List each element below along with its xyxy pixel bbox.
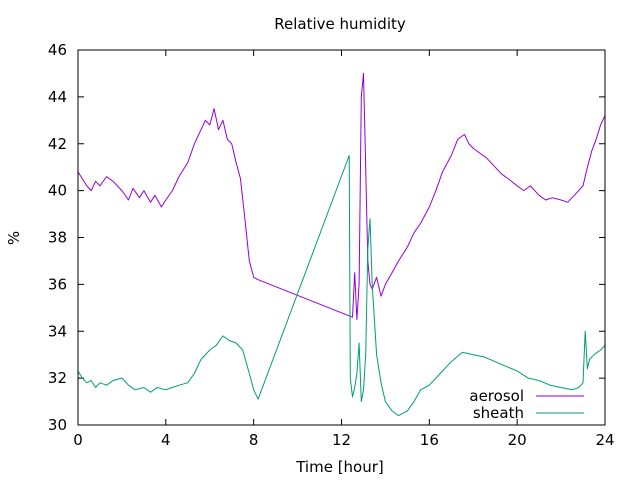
y-tick-label: 38 [48, 229, 67, 247]
x-tick-label: 16 [420, 431, 439, 449]
legend-label-aerosol: aerosol [469, 387, 524, 405]
tick-group: 0 4 8 12 16 20 24 30 32 34 36 38 40 42 44 46 [48, 41, 615, 449]
x-tick-label: 0 [73, 431, 83, 449]
x-tick-label: 20 [508, 431, 527, 449]
series-group [77, 72, 606, 417]
series-line-aerosol [77, 72, 606, 320]
y-tick-label: 42 [48, 135, 67, 153]
x-tick-label: 24 [595, 431, 614, 449]
y-tick-label: 32 [48, 369, 67, 387]
legend-label-sheath: sheath [473, 404, 524, 422]
y-tick-label: 40 [48, 182, 67, 200]
y-tick-label: 30 [48, 416, 67, 434]
x-tick-label: 8 [249, 431, 259, 449]
chart-title: Relative humidity [274, 15, 406, 33]
y-tick-label: 36 [48, 275, 67, 293]
y-tick-label: 34 [48, 322, 67, 340]
x-axis-label: Time [hour] [295, 458, 384, 476]
series-line-sheath [77, 155, 606, 417]
y-tick-label: 44 [48, 88, 67, 106]
x-tick-label: 4 [161, 431, 171, 449]
y-tick-label: 46 [48, 41, 67, 59]
x-tick-label: 12 [332, 431, 351, 449]
y-axis-label: % [5, 231, 23, 245]
plot-border [77, 49, 606, 426]
